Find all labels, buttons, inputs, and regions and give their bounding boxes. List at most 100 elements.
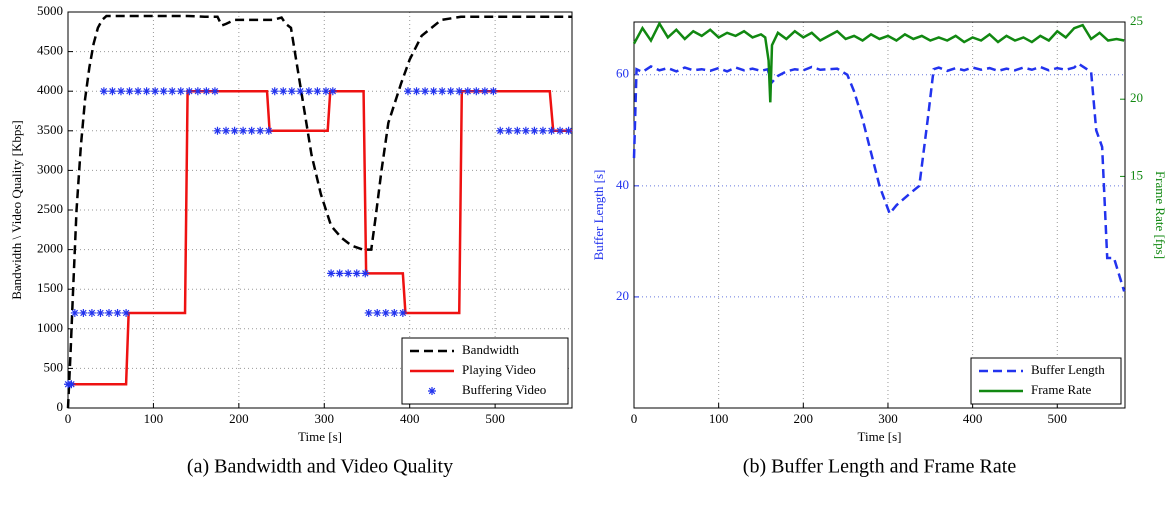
legend-swatch [428, 387, 436, 395]
plot-area [634, 22, 1125, 408]
y-tick-label: 40 [616, 177, 629, 192]
point [230, 126, 239, 135]
point [239, 126, 248, 135]
point [373, 308, 382, 317]
legend-label: Buffering Video [462, 382, 546, 397]
point [159, 87, 168, 96]
point [304, 87, 313, 96]
point [429, 87, 438, 96]
point [352, 269, 361, 278]
point [213, 126, 222, 135]
x-tick-label: 100 [144, 411, 164, 426]
point [270, 87, 279, 96]
x-tick-label: 500 [485, 411, 505, 426]
point [412, 87, 421, 96]
point [168, 87, 177, 96]
x-tick-label: 400 [963, 411, 983, 426]
point [67, 380, 76, 389]
y-tick-label: 3500 [37, 122, 63, 137]
point [79, 308, 88, 317]
point [364, 308, 373, 317]
chart: 0 100 200 300 400 500 20 40 60 15 20 25 Buffer Lengt… [591, 13, 1168, 478]
x-tick-label: 0 [65, 411, 72, 426]
y-tick-label: 0 [57, 399, 64, 414]
point [99, 87, 108, 96]
point [489, 87, 498, 96]
x-axis-label: Time [s] [298, 429, 342, 444]
y-tick-label: 3000 [37, 161, 63, 176]
point [361, 269, 370, 278]
y-tick-label: 4500 [37, 43, 63, 58]
y-tick-label: 2500 [37, 201, 63, 216]
point [381, 308, 390, 317]
x-tick-label: 400 [400, 411, 420, 426]
series-line [632, 62, 1126, 292]
point [193, 87, 202, 96]
point [344, 269, 353, 278]
point [125, 87, 134, 96]
y2-tick-label: 15 [1130, 167, 1143, 182]
y-tick-label: 1000 [37, 320, 63, 335]
y-tick-label: 500 [44, 359, 64, 374]
point [496, 126, 505, 135]
point [556, 126, 565, 135]
y2-tick-label: 25 [1130, 13, 1143, 28]
y-tick-label: 5000 [37, 3, 63, 18]
point [564, 126, 573, 135]
point [472, 87, 481, 96]
x-tick-label: 0 [631, 411, 638, 426]
point [279, 87, 288, 96]
point [398, 308, 407, 317]
point [390, 308, 399, 317]
point [513, 126, 522, 135]
legend-label: Bandwidth [462, 342, 520, 357]
point [446, 87, 455, 96]
caption: (a) Bandwidth and Video Quality [187, 456, 453, 478]
point [202, 87, 211, 96]
x-tick-label: 300 [878, 411, 898, 426]
point [210, 87, 219, 96]
point [264, 126, 273, 135]
y-tick-label: 2000 [37, 241, 63, 256]
point [421, 87, 430, 96]
x-tick-label: 500 [1048, 411, 1068, 426]
point [108, 87, 117, 96]
point [222, 126, 231, 135]
point [335, 269, 344, 278]
x-tick-label: 200 [229, 411, 249, 426]
y2-axis-label: Frame Rate [fps] [1153, 171, 1168, 259]
point [547, 126, 556, 135]
point [256, 126, 265, 135]
point [134, 87, 143, 96]
point [105, 308, 114, 317]
point [455, 87, 464, 96]
caption: (b) Buffer Length and Frame Rate [743, 456, 1017, 478]
point [96, 308, 105, 317]
y-tick-label: 60 [616, 66, 629, 81]
point [530, 126, 539, 135]
plot-frame [67, 11, 573, 409]
point [403, 87, 412, 96]
legend-label: Frame Rate [1031, 382, 1092, 397]
x-axis-label: Time [s] [858, 429, 902, 444]
legend [970, 357, 1122, 405]
legend-label: Playing Video [462, 362, 536, 377]
y2-tick-label: 20 [1130, 90, 1143, 105]
point [122, 308, 131, 317]
point [87, 308, 96, 317]
point [70, 308, 79, 317]
point [328, 87, 337, 96]
plot-frame [633, 21, 1126, 409]
x-tick-label: 200 [794, 411, 814, 426]
chart: 0 100 200 300 400 500050010001500200025003000… [9, 3, 573, 478]
point [327, 269, 336, 278]
x-tick-label: 300 [315, 411, 335, 426]
point [480, 87, 489, 96]
series-line [632, 20, 1125, 103]
point [321, 87, 330, 96]
point [142, 87, 151, 96]
series-line [66, 14, 572, 409]
y-tick-label: 20 [616, 288, 629, 303]
